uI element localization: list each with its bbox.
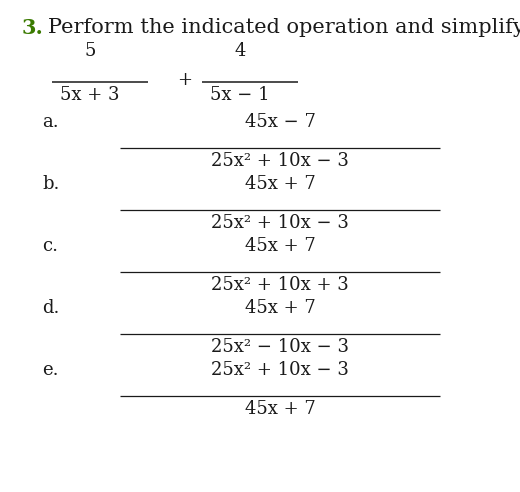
- Text: 3.: 3.: [22, 18, 44, 38]
- Text: 45x + 7: 45x + 7: [244, 237, 315, 255]
- Text: +: +: [177, 71, 192, 89]
- Text: Perform the indicated operation and simplify.: Perform the indicated operation and simp…: [48, 18, 520, 37]
- Text: a.: a.: [42, 113, 59, 131]
- Text: 25x² + 10x − 3: 25x² + 10x − 3: [211, 152, 349, 170]
- Text: 45x + 7: 45x + 7: [244, 175, 315, 193]
- Text: 25x² + 10x + 3: 25x² + 10x + 3: [211, 276, 349, 294]
- Text: b.: b.: [42, 175, 59, 193]
- Text: d.: d.: [42, 299, 59, 317]
- Text: 45x + 7: 45x + 7: [244, 400, 315, 418]
- Text: 4: 4: [235, 42, 245, 60]
- Text: 25x² + 10x − 3: 25x² + 10x − 3: [211, 361, 349, 379]
- Text: e.: e.: [42, 361, 58, 379]
- Text: 25x² − 10x − 3: 25x² − 10x − 3: [211, 338, 349, 356]
- Text: 25x² + 10x − 3: 25x² + 10x − 3: [211, 214, 349, 232]
- Text: 45x + 7: 45x + 7: [244, 299, 315, 317]
- Text: 5: 5: [84, 42, 96, 60]
- Text: 45x − 7: 45x − 7: [244, 113, 316, 131]
- Text: 5x − 1: 5x − 1: [210, 86, 270, 104]
- Text: c.: c.: [42, 237, 58, 255]
- Text: 5x + 3: 5x + 3: [60, 86, 120, 104]
